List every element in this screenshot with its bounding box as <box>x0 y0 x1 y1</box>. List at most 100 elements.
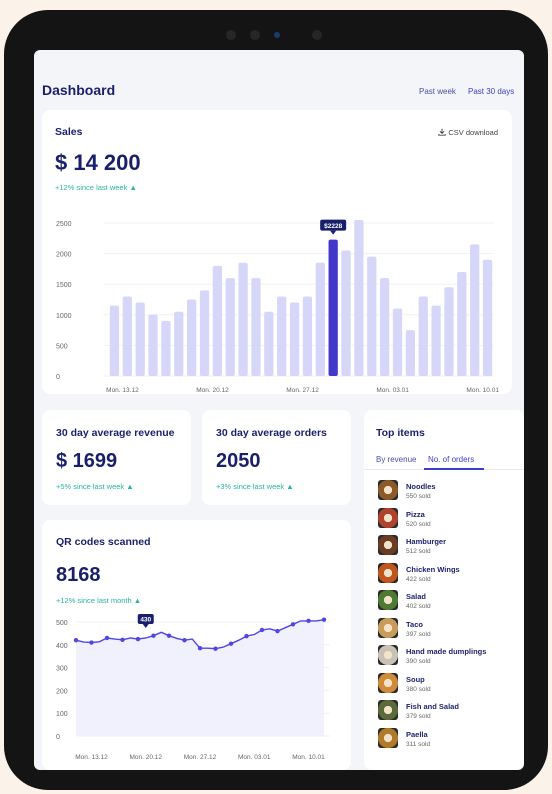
data-point <box>259 627 265 633</box>
bar <box>122 296 132 376</box>
bar <box>212 265 222 376</box>
csv-download-button[interactable]: CSV download <box>438 128 498 137</box>
avg-orders-delta-text: +3% since last week <box>216 482 285 491</box>
data-point <box>321 617 327 622</box>
item-sold-count: 512 sold <box>406 548 431 555</box>
csv-download-label: CSV download <box>448 128 498 137</box>
bar <box>187 299 197 376</box>
sales-chart: 0 500 1000 1500 2000 2500 $2228 Mon. 13.12 Mon. … <box>56 219 499 394</box>
up-triangle-icon: ▲ <box>133 596 142 605</box>
item-sold-count: 390 sold <box>406 658 431 665</box>
qr-delta: +12% since last month ▲ <box>56 596 141 605</box>
x-tick-label: Mon. 03.01 <box>376 387 409 394</box>
item-thumbnail <box>378 562 398 583</box>
area-fill <box>76 619 324 736</box>
range-past-week[interactable]: Past week <box>419 87 456 96</box>
screen: Dashboard Past week Past 30 days Sales C… <box>34 50 524 770</box>
tooltip-label: 430 <box>140 616 151 623</box>
item-thumbnail <box>378 617 398 638</box>
data-point <box>228 641 234 646</box>
avg-orders-card: 30 day average orders 2050 +3% since las… <box>202 410 351 505</box>
item-thumbnail <box>378 700 398 720</box>
y-tick-label: 400 <box>56 643 68 650</box>
item-thumbnail <box>378 727 398 748</box>
bar <box>135 302 145 376</box>
y-tick-label: 500 <box>56 343 68 350</box>
item-name[interactable]: Hamburger <box>406 537 447 546</box>
bar <box>470 244 480 376</box>
data-point <box>89 640 94 645</box>
sales-title: Sales <box>55 126 83 138</box>
up-triangle-icon: ▲ <box>126 482 134 491</box>
bar <box>302 296 313 376</box>
item-name[interactable]: Pizza <box>406 509 425 519</box>
item-sold-count: 550 sold <box>406 493 431 500</box>
y-tick-label: 1000 <box>56 313 72 320</box>
bar <box>238 262 248 376</box>
tooltip-label: $2228 <box>324 223 342 230</box>
y-tick-label: 2500 <box>56 221 72 228</box>
camera-bar <box>226 26 336 44</box>
item-thumbnail <box>378 590 398 610</box>
x-tick-label: Mon. 27.12 <box>184 754 217 761</box>
tab-by-revenue[interactable]: By revenue <box>376 455 417 464</box>
data-point <box>135 636 141 642</box>
data-point <box>166 633 172 638</box>
item-thumbnail <box>378 507 398 528</box>
item-name[interactable]: Salad <box>406 592 427 601</box>
item-name[interactable]: Noodles <box>406 482 436 491</box>
avg-revenue-card: 30 day average revenue $ 1699 +5% since … <box>42 410 191 505</box>
bar <box>354 219 364 376</box>
avg-revenue-title: 30 day average revenue <box>56 427 175 439</box>
item-name[interactable]: Hand made dumplings <box>406 647 487 656</box>
bar <box>289 302 300 376</box>
data-point <box>120 637 125 642</box>
highlighted-bar <box>328 239 338 376</box>
item-name[interactable]: Paella <box>406 729 428 739</box>
item-name[interactable]: Fish and Salad <box>406 702 459 711</box>
item-name[interactable]: Chicken Wings <box>406 564 460 574</box>
x-tick-label: Mon. 03.01 <box>238 754 271 761</box>
qr-delta-text: +12% since last month <box>56 596 132 605</box>
page-title: Dashboard <box>42 82 116 98</box>
bar <box>251 278 261 376</box>
tab-no-of-orders[interactable]: No. of orders <box>428 455 475 464</box>
value-tooltip <box>137 613 154 624</box>
bar <box>264 311 274 376</box>
data-point <box>197 646 203 651</box>
bar <box>431 305 441 376</box>
bar <box>315 262 325 376</box>
data-point <box>182 638 187 643</box>
y-tick-label: 200 <box>56 688 68 695</box>
sales-total: $ 14 200 <box>55 150 141 175</box>
up-triangle-icon: ▲ <box>286 482 294 491</box>
y-tick-label: 1500 <box>56 282 72 289</box>
bar <box>161 320 171 376</box>
item-sold-count: 422 sold <box>406 575 431 583</box>
avg-orders-value: 2050 <box>216 450 261 472</box>
bar <box>482 259 493 376</box>
tooltip-pointer <box>142 623 149 628</box>
top-items-card: Top items By revenue No. of orders Noodl… <box>364 410 524 770</box>
sales-card: Sales CSV download $ 14 200 +12% since l… <box>42 110 512 394</box>
item-sold-count: 520 sold <box>406 520 431 528</box>
bar <box>277 296 287 376</box>
x-tick-label: Mon. 10.01 <box>292 754 325 761</box>
up-triangle-icon: ▲ <box>129 183 137 192</box>
x-tick-label: Mon. 20.12 <box>196 387 229 394</box>
y-tick-label: 500 <box>56 620 68 627</box>
bar <box>367 256 377 376</box>
item-name[interactable]: Taco <box>406 619 423 629</box>
x-tick-label: Mon. 13.12 <box>106 387 139 394</box>
data-point <box>73 638 79 643</box>
bar <box>418 296 428 376</box>
range-past-30-days[interactable]: Past 30 days <box>468 87 515 96</box>
item-name[interactable]: Soup <box>406 674 425 684</box>
y-tick-label: 100 <box>56 711 68 718</box>
qr-card: QR codes scanned 8168 +12% since last mo… <box>42 520 351 770</box>
item-thumbnail <box>378 672 398 693</box>
data-point <box>306 618 311 624</box>
avg-revenue-delta: +5% since last week ▲ <box>56 482 134 491</box>
bar <box>225 278 235 376</box>
data-point <box>290 622 296 627</box>
